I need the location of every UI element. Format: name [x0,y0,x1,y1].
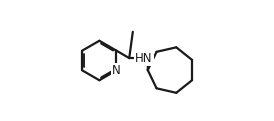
Text: N: N [112,64,121,77]
Text: HN: HN [135,52,152,65]
